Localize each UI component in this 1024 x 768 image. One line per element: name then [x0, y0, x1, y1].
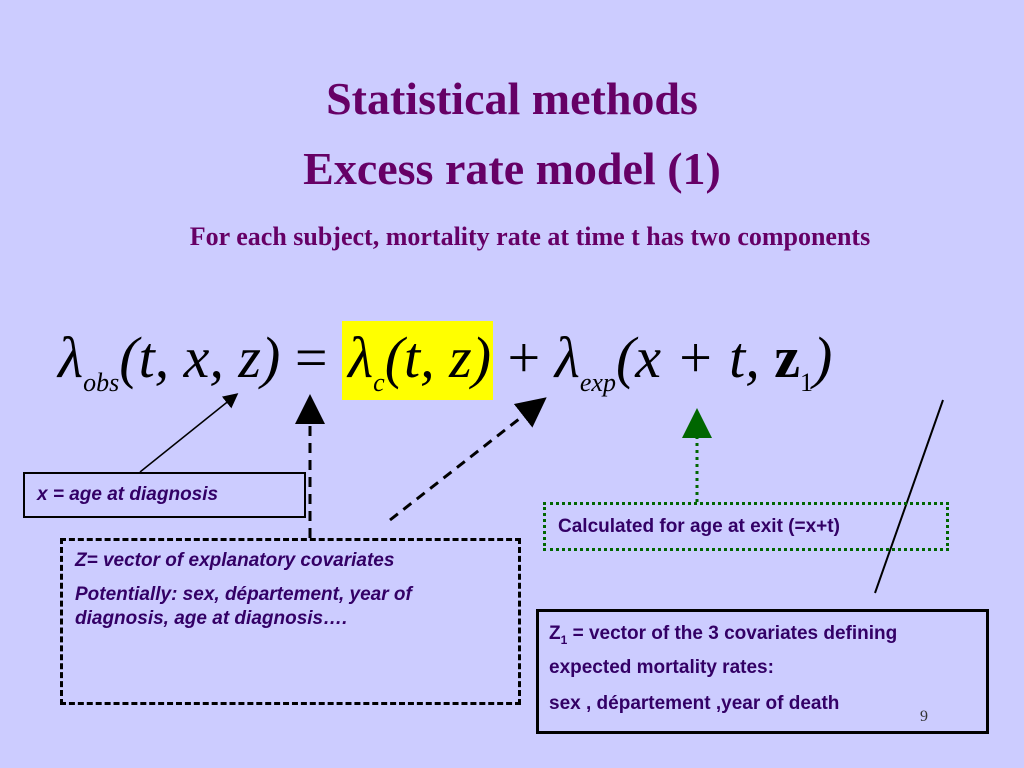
box-text: Potentially: sex, département, year of d…: [75, 584, 412, 629]
box-text: Z= vector of explanatory covariates: [75, 550, 395, 571]
subscript: 1: [560, 632, 568, 647]
vector: z: [774, 325, 801, 390]
label-box: Calculated for age at exit (=x+t): [543, 502, 949, 551]
arrow: [139, 393, 239, 473]
arguments: (x + t,: [615, 325, 775, 390]
box-text: Z1 = vector of the 3 covariates defining…: [549, 620, 976, 682]
label-box: Z= vector of explanatory covariates Pote…: [60, 538, 521, 705]
box-text: = vector of the 3 covariates defining ex…: [549, 623, 898, 678]
arguments: (t, z): [384, 325, 492, 390]
page-number: 9: [920, 708, 928, 725]
arguments: ): [813, 325, 833, 390]
symbol: λ: [58, 325, 84, 390]
symbol: Z: [549, 623, 561, 644]
label-box: Z1 = vector of the 3 covariates defining…: [536, 609, 989, 734]
arguments: (t, x, z): [119, 325, 281, 390]
subscript: exp: [579, 368, 616, 397]
box-text: sex , département ,year of death: [549, 692, 840, 714]
symbol: λ: [348, 325, 374, 390]
subscript: c: [373, 368, 385, 397]
label-box: x = age at diagnosis: [23, 472, 306, 518]
highlight: λc(t, z): [342, 321, 494, 400]
subtitle: For each subject, mortality rate at time…: [189, 222, 871, 251]
subscript: obs: [83, 368, 120, 397]
arrow: [389, 397, 547, 522]
formula: λobs(t, x, z) = λc(t, z) + λexp(x + t, z…: [58, 318, 832, 423]
operator: +: [507, 325, 541, 390]
title-line: Statistical methods: [326, 73, 698, 124]
symbol: λ: [554, 325, 580, 390]
title-line: Excess rate model (1): [303, 143, 721, 194]
operator: =: [294, 325, 328, 390]
subscript: 1: [800, 368, 814, 397]
arrow: [874, 399, 944, 594]
